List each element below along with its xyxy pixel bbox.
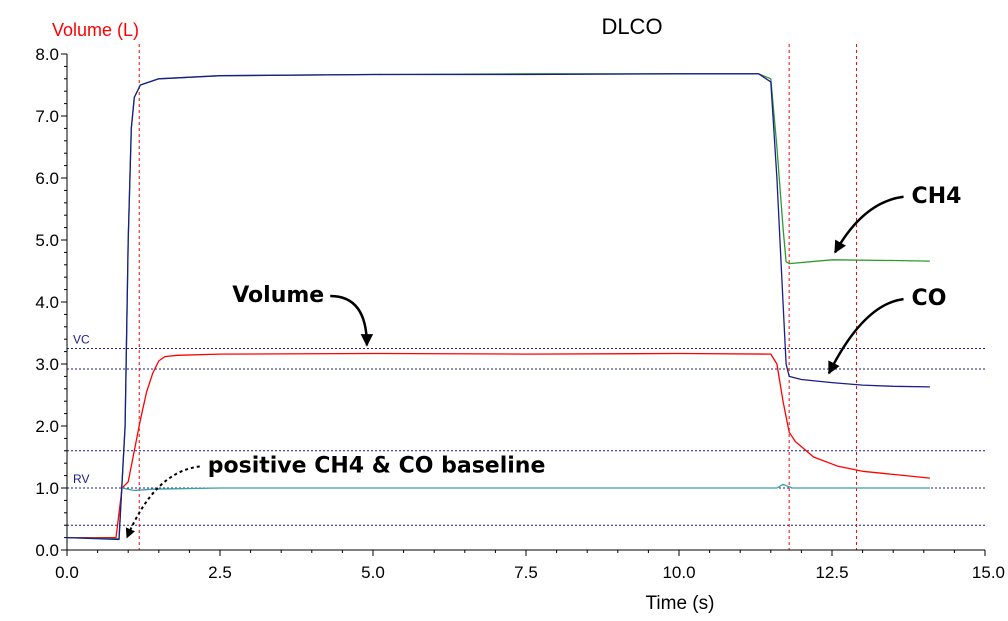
y-tick-label: 2.0 <box>35 417 59 436</box>
x-tick-label: 5.0 <box>361 563 385 582</box>
x-tick-label: 10.0 <box>662 563 695 582</box>
y-tick-label: 6.0 <box>35 169 59 188</box>
reference-lines: VC RV <box>67 333 985 526</box>
marker-lines <box>138 44 857 550</box>
annotation-arrow <box>827 297 904 375</box>
x-tick-label: 2.5 <box>208 563 232 582</box>
annotation-label: positive CH4 & CO baseline <box>208 454 546 479</box>
y-tick-label: 0.0 <box>35 541 59 560</box>
series-line-co <box>66 73 930 541</box>
annotation-arrow <box>833 195 904 254</box>
y-tick-label: 4.0 <box>35 293 59 312</box>
annotations: CH4 CO Volume positive CH4 & CO baseline <box>125 184 962 539</box>
annotation-label: CO <box>912 286 947 311</box>
y-tick-label: 3.0 <box>35 355 59 374</box>
y-axis-label: Volume (L) <box>52 20 139 40</box>
x-tick-label: 7.5 <box>514 563 538 582</box>
x-axis-label: Time (s) <box>646 593 715 614</box>
annotation-arrow <box>330 294 374 347</box>
annotation-arrow <box>125 465 200 539</box>
x-tick-label: 12.5 <box>815 563 848 582</box>
reference-line-label: RV <box>73 472 89 486</box>
reference-line-label: VC <box>73 333 90 347</box>
x-tick-label: 15.0 <box>972 563 1005 582</box>
y-tick-label: 5.0 <box>35 231 59 250</box>
y-tick-label: 7.0 <box>35 107 59 126</box>
series-lines <box>66 73 930 541</box>
annotation-label: Volume <box>232 283 324 308</box>
series-line-baseline <box>121 483 930 492</box>
y-tick-label: 8.0 <box>35 45 59 64</box>
axes: 0.0 1.0 2.0 3.0 4.0 5.0 6.0 7.0 8.0 0.0 2.5 5.0 7.5 1… <box>35 45 1005 582</box>
annotation-label: CH4 <box>912 184 962 209</box>
series-line-volume <box>67 352 930 539</box>
y-tick-label: 1.0 <box>35 479 59 498</box>
chart-title: DLCO <box>601 14 662 39</box>
x-tick-label: 0.0 <box>55 563 79 582</box>
